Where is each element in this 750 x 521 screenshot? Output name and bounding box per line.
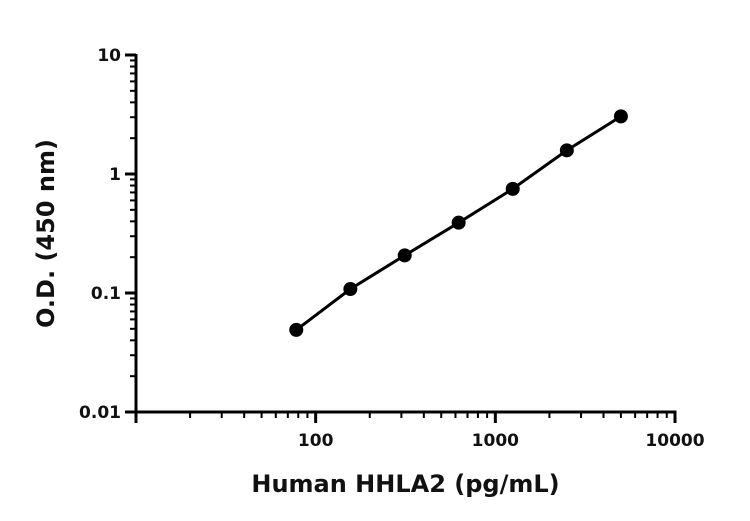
y-tick-label: 10	[97, 46, 121, 66]
x-axis-title: Human HHLA2 (pg/mL)	[251, 470, 559, 498]
x-tick-label: 10000	[645, 431, 704, 451]
data-point	[451, 215, 466, 230]
y-tick-label: 0.1	[91, 284, 121, 304]
data-points	[289, 109, 628, 337]
x-tick-label: 100	[298, 431, 334, 451]
y-tick-label: 0.01	[79, 403, 121, 423]
tick-labels: 0.01 0.1 1 10 100 1000 10000	[79, 46, 705, 451]
data-point	[559, 143, 574, 158]
data-point	[613, 109, 628, 124]
y-tick-label: 1	[109, 165, 121, 185]
data-point	[505, 181, 520, 196]
axis-major-ticks	[125, 53, 677, 423]
x-tick-label: 1000	[472, 431, 519, 451]
data-point	[397, 248, 412, 263]
data-point	[343, 282, 358, 297]
y-axis-title: O.D. (450 nm)	[32, 139, 60, 328]
data-point	[289, 322, 304, 337]
